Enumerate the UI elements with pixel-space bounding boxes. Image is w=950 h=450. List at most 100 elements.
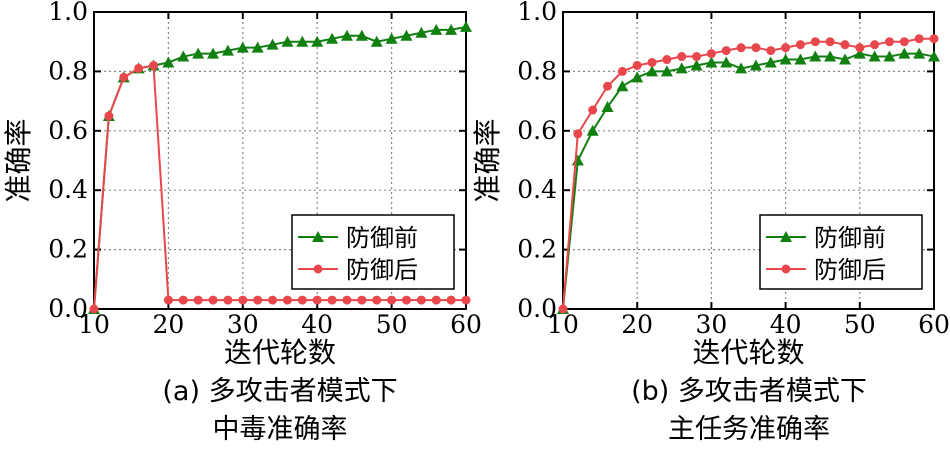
y-tick-label: 0.2: [517, 235, 557, 264]
data-point-before: [400, 29, 413, 41]
legend-marker-circle: [313, 264, 323, 274]
data-point-before: [631, 71, 644, 83]
data-point-after: [193, 295, 203, 305]
y-tick-label: 0.4: [517, 175, 557, 204]
legend-box: [759, 214, 923, 290]
data-point-after: [736, 43, 746, 53]
data-point-after: [149, 60, 159, 70]
data-point-before: [720, 56, 733, 68]
data-point-before: [660, 65, 673, 77]
data-point-before: [370, 35, 383, 47]
data-point-before: [853, 47, 866, 59]
data-point-before: [794, 53, 807, 65]
subfigure-caption: 主任务准确率: [668, 414, 830, 445]
legend-marker-triangle: [312, 231, 324, 242]
y-tick-label: 0.6: [517, 116, 557, 145]
x-tick-label: 20: [621, 310, 653, 339]
data-point-after: [312, 295, 322, 305]
data-point-before: [705, 56, 718, 68]
data-point-before: [928, 50, 940, 62]
data-point-before: [192, 47, 205, 59]
x-tick-label: 60: [450, 310, 482, 339]
x-tick-label: 30: [227, 310, 259, 339]
data-point-before: [883, 50, 896, 62]
data-point-before: [690, 59, 703, 71]
data-point-before: [571, 154, 584, 166]
data-point-before: [251, 41, 264, 53]
data-point-before: [162, 56, 175, 68]
legend-label: 防御前: [346, 224, 418, 252]
data-point-before: [735, 62, 748, 74]
data-point-before: [445, 23, 458, 35]
data-point-after: [692, 52, 702, 62]
y-tick-label: 0.8: [517, 56, 557, 85]
data-point-after: [327, 295, 337, 305]
data-point-before: [779, 53, 792, 65]
y-tick-label: 0.2: [48, 235, 88, 264]
data-point-after: [617, 66, 627, 76]
data-point-before: [460, 20, 472, 32]
data-point-after: [268, 295, 278, 305]
data-point-before: [838, 53, 851, 65]
legend-box: [291, 214, 455, 290]
data-point-after: [914, 34, 924, 44]
data-point-after: [573, 129, 583, 139]
data-point-before: [616, 80, 629, 92]
data-point-before: [764, 56, 777, 68]
x-tick-label: 20: [152, 310, 184, 339]
plot-frame: [93, 11, 467, 310]
data-point-before: [601, 101, 614, 113]
legend-marker-circle: [781, 264, 791, 274]
data-point-after: [163, 295, 173, 305]
data-point-after: [840, 40, 850, 50]
data-point-after: [208, 295, 218, 305]
y-tick-label: 0.6: [48, 116, 88, 145]
data-point-before: [340, 29, 353, 41]
data-point-after: [357, 295, 367, 305]
legend-label: 防御后: [346, 256, 418, 284]
x-tick-label: 40: [301, 310, 333, 339]
x-tick-label: 10: [78, 310, 110, 339]
data-point-before: [675, 62, 688, 74]
data-point-before: [355, 29, 368, 41]
data-point-before: [311, 35, 324, 47]
data-point-after: [238, 295, 248, 305]
data-point-after: [253, 295, 263, 305]
data-point-after: [178, 295, 188, 305]
data-point-after: [588, 105, 598, 115]
data-point-before: [266, 38, 279, 50]
y-axis-title: 准确率: [471, 118, 504, 202]
data-point-before: [913, 47, 926, 59]
plot-frame: [562, 11, 935, 310]
data-point-after: [632, 60, 642, 70]
data-point-before: [749, 59, 762, 71]
x-tick-label: 10: [547, 310, 579, 339]
chart-panel-a: 10 20 30 40 50 60 0.0 0.2 0.4 0.6 0.8 1.0 迭代轮数 准确率防御前…: [2, 0, 482, 445]
data-point-before: [824, 50, 837, 62]
data-point-after: [89, 304, 99, 314]
data-point-before: [430, 23, 443, 35]
data-point-after: [223, 295, 233, 305]
data-point-before: [415, 26, 428, 38]
x-axis-title: 迭代轮数: [692, 336, 804, 369]
subfigure-caption: (b) 多攻击者模式下: [631, 376, 867, 407]
data-point-after: [282, 295, 292, 305]
data-point-after: [677, 52, 687, 62]
data-point-after: [461, 295, 471, 305]
legend-label: 防御前: [814, 224, 886, 252]
data-point-after: [884, 37, 894, 47]
y-tick-label: 0.0: [517, 294, 557, 323]
data-point-after: [870, 40, 880, 50]
data-point-after: [446, 295, 456, 305]
y-tick-label: 1.0: [517, 0, 557, 26]
x-tick-label: 30: [695, 310, 727, 339]
data-point-after: [795, 40, 805, 50]
data-point-after: [372, 295, 382, 305]
data-point-before: [809, 50, 822, 62]
data-point-after: [431, 295, 441, 305]
data-point-before: [868, 50, 881, 62]
data-point-before: [646, 65, 659, 77]
